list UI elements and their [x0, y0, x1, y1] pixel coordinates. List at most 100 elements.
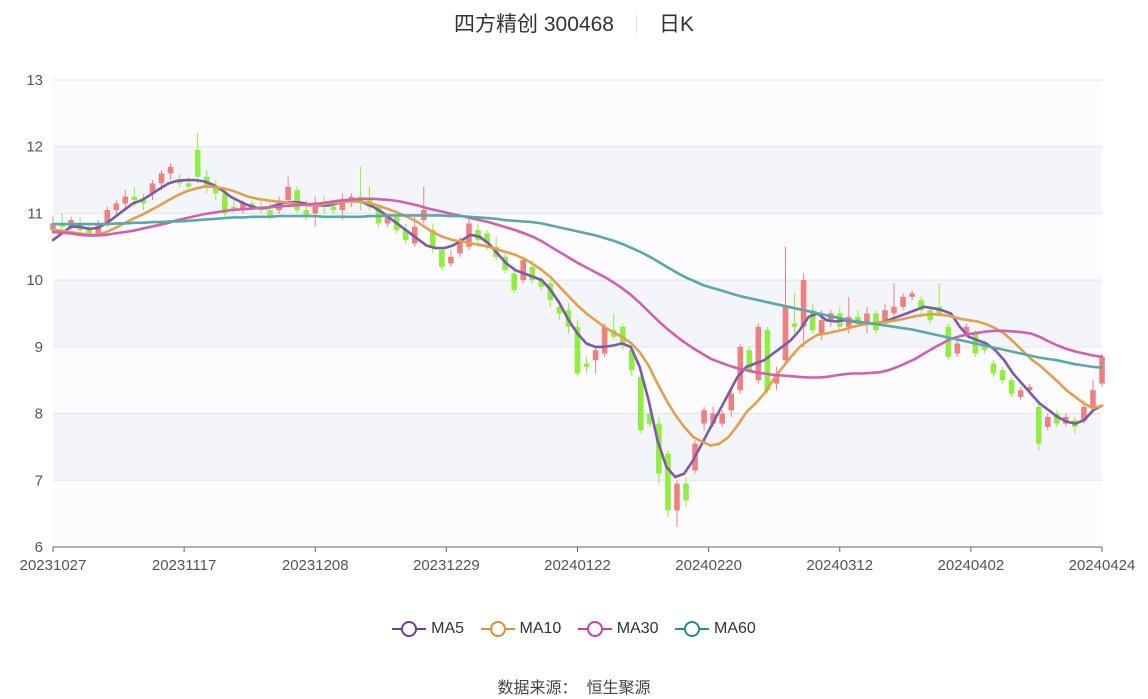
chart-legend: MA5 MA10 MA30 MA60 — [0, 620, 1148, 642]
x-tick-label: 20231117 — [152, 557, 217, 574]
candle-body — [1081, 406, 1087, 421]
candle-body — [1026, 386, 1033, 391]
candle-body — [963, 326, 970, 334]
legend-ma60-marker — [675, 621, 710, 637]
candle-body — [330, 206, 337, 211]
candle — [1044, 413, 1051, 431]
candle-body — [194, 150, 201, 177]
candle-body — [384, 216, 391, 224]
candle — [764, 326, 771, 394]
candle-body — [619, 326, 626, 344]
candle-body — [167, 166, 174, 174]
candle — [1099, 353, 1105, 387]
candle-body — [529, 266, 536, 281]
candle — [945, 323, 952, 361]
candle — [755, 323, 762, 384]
x-tick-label: 20240312 — [806, 557, 873, 574]
candle-body — [945, 326, 952, 357]
candle-body — [592, 350, 599, 361]
candle-body — [855, 316, 861, 324]
candle-body — [990, 363, 997, 374]
candle — [601, 323, 608, 357]
candle — [1035, 403, 1042, 451]
candle-body — [728, 393, 735, 411]
candle — [999, 366, 1006, 384]
candle-body — [457, 240, 463, 254]
candle — [891, 283, 897, 317]
candle-body — [240, 203, 246, 211]
candle-body — [583, 363, 590, 367]
candle-body — [637, 376, 644, 431]
candle-body — [113, 203, 120, 211]
candle — [728, 390, 735, 417]
candle — [1017, 386, 1024, 401]
candle — [1008, 376, 1015, 397]
period-label[interactable]: 日K — [658, 13, 694, 36]
candle-body — [746, 350, 753, 371]
candle-body — [1044, 416, 1051, 427]
candle — [674, 480, 680, 527]
y-tick-label: 13 — [26, 72, 43, 89]
candle-body — [999, 370, 1006, 381]
legend-ma10-marker — [480, 621, 515, 637]
legend-ma10-label: MA10 — [519, 620, 562, 637]
candle-body — [222, 193, 228, 214]
candle-body — [1008, 380, 1015, 394]
candle — [719, 410, 725, 427]
candle-body — [267, 210, 273, 217]
x-tick-label: 20240424 — [1069, 557, 1136, 574]
candle-body — [312, 203, 319, 214]
candle — [656, 416, 662, 484]
candle-body — [791, 323, 798, 327]
candle — [140, 193, 147, 211]
candle-body — [158, 173, 165, 184]
candle — [212, 180, 219, 201]
stock-name: 四方精创 300468 — [454, 13, 614, 36]
legend-ma30-marker — [577, 621, 612, 637]
candle — [592, 346, 599, 374]
candle — [809, 303, 816, 334]
candle — [231, 200, 237, 214]
legend-item-ma30[interactable]: MA30 — [577, 620, 659, 638]
candle-body — [439, 250, 445, 267]
candle-body — [448, 256, 454, 264]
candle — [312, 196, 319, 227]
chart-title: 四方精创 300468 日K — [0, 8, 1148, 38]
candle-body — [800, 280, 807, 327]
candle — [746, 346, 753, 374]
candle — [122, 190, 129, 211]
candle-body — [628, 350, 635, 371]
candle-body — [1017, 390, 1024, 397]
candle — [665, 450, 671, 517]
candle-body — [285, 186, 291, 201]
x-tick-label: 20231208 — [282, 557, 349, 574]
title-divider — [635, 15, 637, 33]
legend-item-ma5[interactable]: MA5 — [392, 620, 464, 638]
legend-ma60-label: MA60 — [714, 620, 756, 637]
candle-body — [891, 306, 897, 314]
candle-body — [864, 313, 870, 324]
candle-body — [556, 306, 563, 314]
plot-band — [53, 213, 1102, 281]
candle-body — [954, 343, 961, 354]
x-tick-label: 20240122 — [544, 557, 611, 574]
candle-body — [773, 373, 780, 384]
candle-body — [683, 483, 689, 501]
candle — [113, 200, 120, 217]
candle-body — [764, 330, 771, 391]
plot-band — [53, 413, 1102, 481]
legend-item-ma10[interactable]: MA10 — [480, 620, 562, 638]
legend-item-ma60[interactable]: MA60 — [675, 620, 756, 638]
y-tick-label: 9 — [35, 339, 43, 356]
candle-body — [755, 326, 762, 381]
candle-body — [511, 273, 518, 291]
x-tick-label: 20231229 — [413, 557, 480, 574]
candle-body — [574, 326, 581, 374]
candle-body — [647, 413, 653, 424]
series-line-ma30 — [51, 197, 1104, 379]
candle — [574, 320, 581, 377]
candle-body — [484, 233, 490, 244]
candle-body — [1099, 356, 1105, 384]
candle — [864, 306, 870, 334]
candle — [583, 356, 590, 374]
